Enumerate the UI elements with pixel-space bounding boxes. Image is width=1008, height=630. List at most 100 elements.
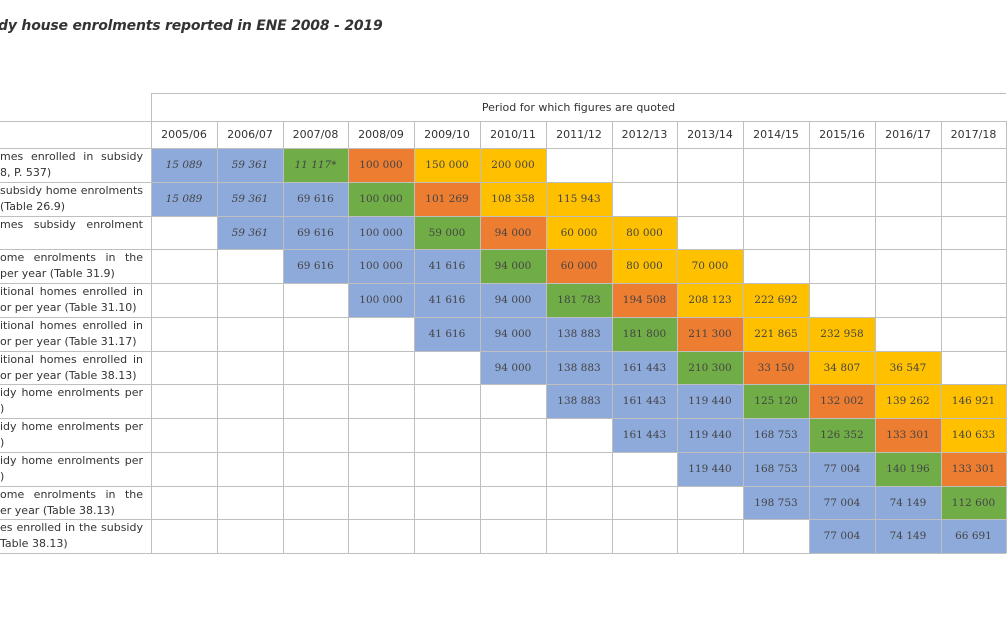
row-label-line: itional homes enrolled in xyxy=(0,319,143,332)
grid-line xyxy=(151,93,152,121)
page-title: dy house enrolments reported in ENE 2008… xyxy=(0,18,383,34)
table-cell: 194 508 xyxy=(612,283,677,317)
table-cell: 41 616 xyxy=(414,249,480,283)
table-cell: 94 000 xyxy=(480,317,546,351)
grid-line xyxy=(0,121,1006,122)
table-cell: 100 000 xyxy=(348,249,414,283)
table-cell: 74 149 xyxy=(875,486,941,519)
table-cell: 34 807 xyxy=(809,351,875,384)
grid-line xyxy=(1006,121,1007,553)
year-header: 2014/15 xyxy=(753,128,799,141)
row-label: ome enrolments in the er year (Table 38.1… xyxy=(0,486,151,519)
grid-line xyxy=(0,384,1006,385)
grid-line xyxy=(0,249,1006,250)
table-cell: 77 004 xyxy=(809,452,875,486)
grid-line xyxy=(809,121,810,553)
year-header: 2017/18 xyxy=(950,128,997,141)
grid-line xyxy=(612,121,613,553)
row-label-line: mes enrolled in subsidy xyxy=(0,150,143,163)
row-label-line: subsidy home enrolments xyxy=(0,184,143,197)
table-cell: 208 123 xyxy=(677,283,743,317)
grid-line xyxy=(283,121,284,553)
grid-line xyxy=(0,553,1006,554)
year-header: 2011/12 xyxy=(556,128,602,141)
row-label-line: mes subsidy enrolment xyxy=(0,218,143,231)
table-cell: 138 883 xyxy=(546,317,612,351)
row-label-line: 8, P. 537) xyxy=(0,166,52,179)
grid-line xyxy=(546,121,547,553)
year-header: 2015/16 xyxy=(819,128,865,141)
table-cell: 168 753 xyxy=(743,418,809,452)
grid-line xyxy=(677,121,678,553)
row-label-line: or per year (Table 31.17) xyxy=(0,335,137,348)
grid-line xyxy=(0,283,1006,284)
grid-line xyxy=(217,121,218,553)
grid-line xyxy=(0,148,1006,149)
grid-line xyxy=(0,216,1006,217)
row-label-line: ) xyxy=(0,470,5,483)
year-header: 2005/06 xyxy=(161,128,207,141)
table-cell: 69 616 xyxy=(283,216,348,249)
table-cell: 36 547 xyxy=(875,351,941,384)
table-cell: 126 352 xyxy=(809,418,875,452)
row-label-line: ) xyxy=(0,402,5,415)
grid-line xyxy=(151,121,152,553)
row-label-line: itional homes enrolled in xyxy=(0,285,143,298)
table-cell: 60 000 xyxy=(546,249,612,283)
row-label: idy home enrolments per) xyxy=(0,452,151,486)
table-cell: 70 000 xyxy=(677,249,743,283)
table-cell: 94 000 xyxy=(480,216,546,249)
grid-line xyxy=(0,182,1006,183)
table-cell: 59 361 xyxy=(217,182,283,216)
grid-line xyxy=(0,452,1006,453)
table-cell: 210 300 xyxy=(677,351,743,384)
row-label: itional homes enrolled in or per year (Ta… xyxy=(0,351,151,384)
table-cell: 119 440 xyxy=(677,418,743,452)
row-label-line: idy home enrolments per xyxy=(0,420,143,433)
table-cell: 101 269 xyxy=(414,182,480,216)
table-cell: 125 120 xyxy=(743,384,809,418)
period-header: Period for which figures are quoted xyxy=(481,100,676,114)
row-label-line: ome enrolments in the xyxy=(0,488,143,501)
table-cell: 108 358 xyxy=(480,182,546,216)
grid-line xyxy=(743,121,744,553)
table-cell: 168 753 xyxy=(743,452,809,486)
grid-line xyxy=(0,519,1006,520)
table-cell: 41 616 xyxy=(414,283,480,317)
table-cell: 200 000 xyxy=(480,148,546,182)
row-label: mes enrolled in subsidy 8, P. 537) xyxy=(0,148,151,182)
year-header: 2007/08 xyxy=(292,128,339,141)
table-cell: 112 600 xyxy=(941,486,1006,519)
row-label: subsidy home enrolments (Table 26.9) xyxy=(0,182,151,216)
grid-line xyxy=(941,121,942,553)
table-cell: 138 883 xyxy=(546,351,612,384)
row-label: es enrolled in the subsidy Table 38.13) xyxy=(0,519,151,553)
table-cell: 146 921 xyxy=(941,384,1006,418)
table-cell: 161 443 xyxy=(612,384,677,418)
table-cell: 140 633 xyxy=(941,418,1006,452)
table-cell: 41 616 xyxy=(414,317,480,351)
row-label: mes subsidy enrolment xyxy=(0,216,151,249)
table-cell: 60 000 xyxy=(546,216,612,249)
row-label-line: idy home enrolments per xyxy=(0,386,143,399)
table-cell: 100 000 xyxy=(348,216,414,249)
table-cell: 198 753 xyxy=(743,486,809,519)
year-header: 2008/09 xyxy=(358,128,404,141)
table-cell: 77 004 xyxy=(809,486,875,519)
year-header: 2013/14 xyxy=(687,128,733,141)
row-label-line: itional homes enrolled in xyxy=(0,353,143,366)
row-label: idy home enrolments per) xyxy=(0,418,151,452)
table-cell: 139 262 xyxy=(875,384,941,418)
table-cell: 132 002 xyxy=(809,384,875,418)
year-header: 2006/07 xyxy=(227,128,273,141)
grid-line xyxy=(0,317,1006,318)
row-label-line: (Table 26.9) xyxy=(0,200,66,213)
table-cell: 161 443 xyxy=(612,418,677,452)
table-cell: 59 361 xyxy=(217,216,283,249)
grid-line xyxy=(875,121,876,553)
table-cell: 33 150 xyxy=(743,351,809,384)
grid-line xyxy=(0,418,1006,419)
row-label-line: es enrolled in the subsidy xyxy=(0,521,143,534)
row-label-line: er year (Table 38.13) xyxy=(0,504,115,517)
table-cell: 181 800 xyxy=(612,317,677,351)
